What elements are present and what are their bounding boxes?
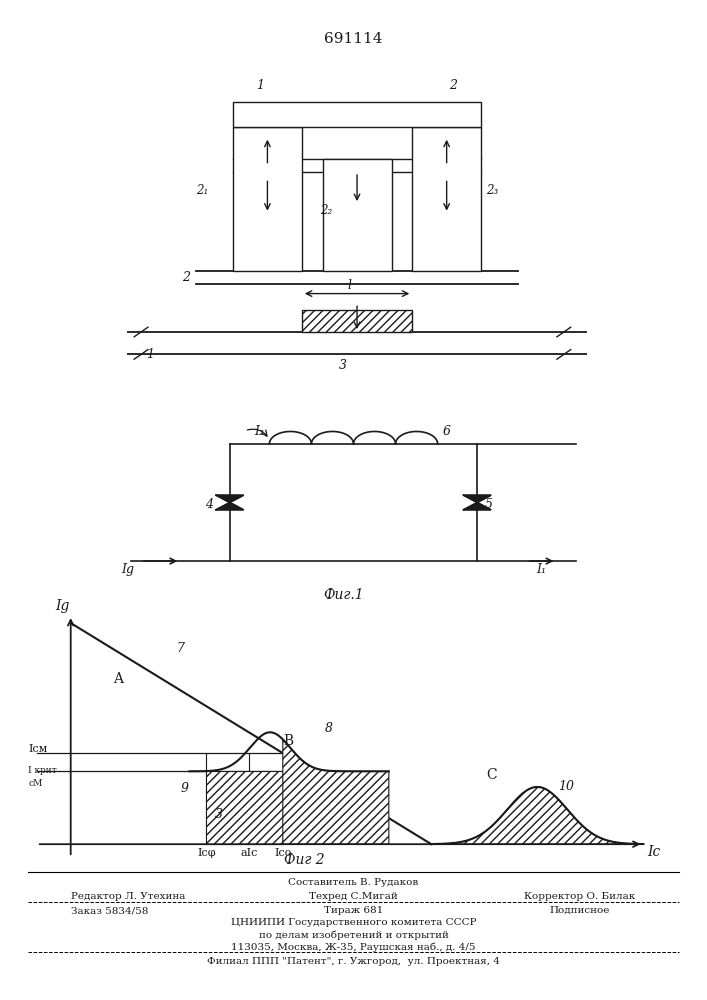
Text: ЦНИИПИ Государственного комитета СССР: ЦНИИПИ Государственного комитета СССР — [230, 918, 477, 927]
Bar — [412, 127, 481, 271]
Text: I крит: I крит — [28, 766, 57, 775]
Text: 5: 5 — [485, 498, 493, 511]
Text: 2: 2 — [449, 79, 457, 92]
Text: 2: 2 — [182, 271, 190, 284]
Text: по делам изобретений и открытий: по делам изобретений и открытий — [259, 930, 448, 940]
Polygon shape — [464, 502, 491, 510]
Text: 113035, Москва, Ж-35, Раушская наб., д. 4/5: 113035, Москва, Ж-35, Раушская наб., д. … — [231, 942, 476, 952]
Text: Подписное: Подписное — [549, 906, 610, 915]
Text: 3: 3 — [339, 359, 346, 372]
Bar — [322, 159, 392, 271]
Text: l: l — [348, 279, 352, 292]
Bar — [302, 310, 412, 332]
Text: 1: 1 — [146, 348, 153, 361]
Bar — [233, 102, 481, 127]
Text: Редактор Л. Утехина: Редактор Л. Утехина — [71, 892, 185, 901]
Text: 7: 7 — [177, 642, 185, 655]
Polygon shape — [206, 771, 283, 844]
Text: Ic: Ic — [648, 845, 661, 859]
Text: C: C — [486, 768, 497, 782]
Text: Фиг 2: Фиг 2 — [284, 853, 325, 867]
Text: 8: 8 — [325, 722, 333, 735]
Text: Фиг.1: Фиг.1 — [323, 588, 364, 602]
Polygon shape — [283, 739, 389, 844]
Text: I₁: I₁ — [537, 563, 547, 576]
Polygon shape — [464, 495, 491, 502]
Text: 1: 1 — [256, 79, 264, 92]
Text: 691114: 691114 — [325, 32, 382, 46]
Text: B: B — [283, 734, 293, 748]
Text: 2₃: 2₃ — [486, 184, 498, 197]
Text: Филиал ППП "Патент", г. Ужгород,  ул. Проектная, 4: Филиал ППП "Патент", г. Ужгород, ул. Про… — [207, 957, 500, 966]
Text: Iсo: Iсo — [274, 848, 291, 858]
Text: I₂: I₂ — [255, 425, 264, 438]
Text: 4: 4 — [205, 498, 213, 511]
Text: Техред С.Мигай: Техред С.Мигай — [309, 892, 398, 901]
Text: Iсφ: Iсφ — [197, 848, 216, 858]
Text: 10: 10 — [559, 780, 575, 793]
Text: 2₂: 2₂ — [320, 204, 332, 217]
Text: Ig: Ig — [121, 563, 134, 576]
Text: 9: 9 — [181, 782, 189, 795]
Text: аIс: аIс — [240, 848, 257, 858]
Polygon shape — [431, 787, 643, 844]
Bar — [233, 127, 302, 271]
Polygon shape — [216, 495, 243, 502]
Text: Ig: Ig — [55, 599, 69, 613]
Text: 3: 3 — [215, 808, 223, 821]
Text: Заказ 5834/58: Заказ 5834/58 — [71, 906, 148, 915]
Polygon shape — [216, 502, 243, 510]
Text: Тираж 681: Тираж 681 — [324, 906, 383, 915]
Text: 6: 6 — [443, 425, 450, 438]
Text: 2₁: 2₁ — [197, 184, 209, 197]
Text: Корректор О. Билак: Корректор О. Билак — [524, 892, 636, 901]
Text: A: A — [113, 672, 123, 686]
Text: сМ: сМ — [28, 779, 42, 788]
Bar — [302, 310, 412, 332]
Text: Составитель В. Рудаков: Составитель В. Рудаков — [288, 878, 419, 887]
Text: Iсм: Iсм — [28, 744, 47, 754]
